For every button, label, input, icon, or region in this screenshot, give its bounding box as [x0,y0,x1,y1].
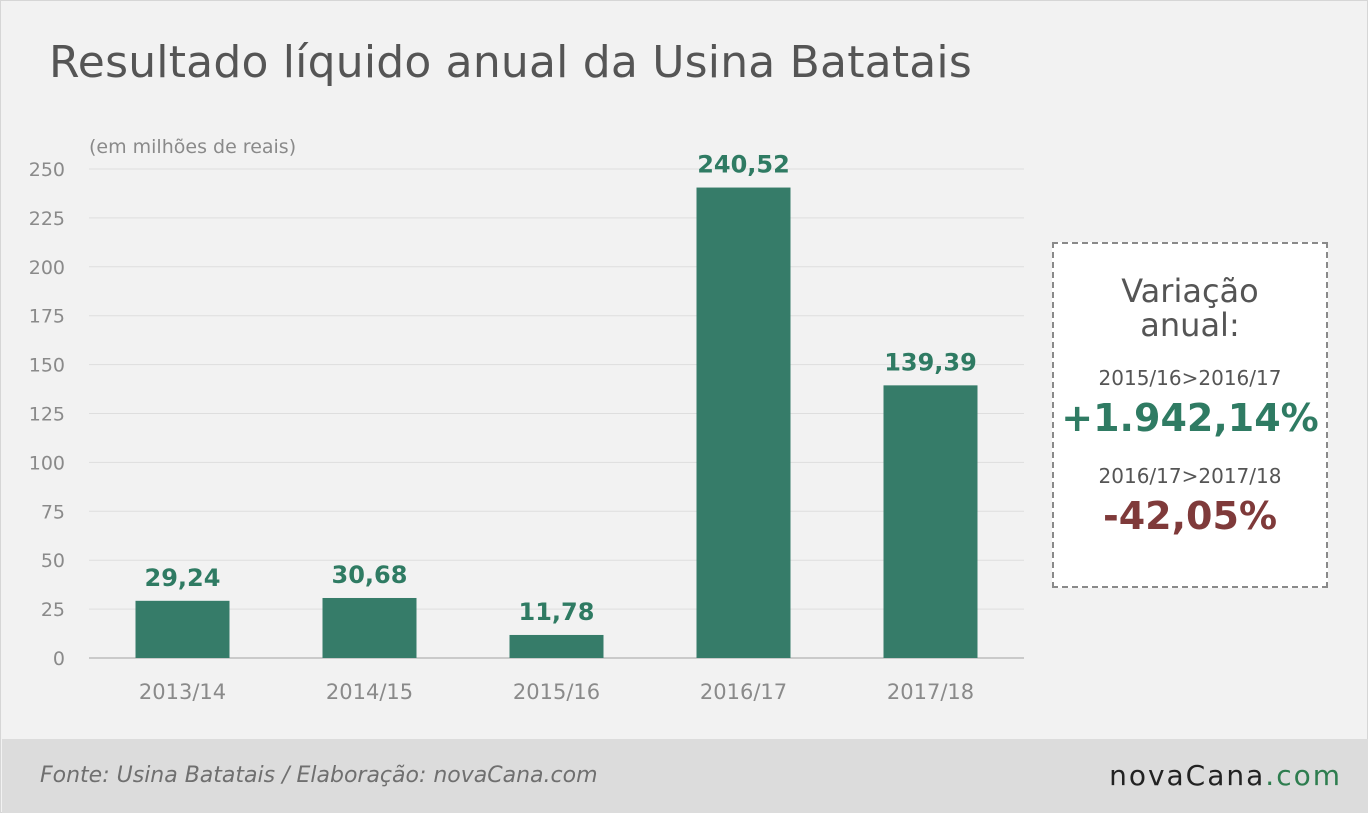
bar-value-label: 240,52 [697,151,790,179]
x-tick-label: 2016/17 [700,680,787,704]
x-tick-label: 2017/18 [887,680,974,704]
comparison-label-2: 2016/17>2017/18 [1098,464,1282,488]
footer-bar: Fonte: Usina Batatais / Elaboração: nova… [2,739,1368,813]
bar [883,385,978,658]
comparison-value-2: -42,05% [1102,494,1278,538]
bar-chart: 0 25 50 75 100 125 150 175 200 225 250 29,24 2013/14… [29,151,1024,704]
logo-name: novaCana [1109,759,1266,792]
comparison-label-1: 2015/16>2016/17 [1098,366,1282,390]
variation-panel: Variação anual: 2015/16>2016/17 +1.942,1… [1052,242,1328,588]
y-tick-label: 50 [41,550,65,572]
panel-title: Variação anual: [1054,274,1326,342]
x-tick-label: 2013/14 [139,680,226,704]
y-tick-label: 150 [29,355,65,377]
y-tick-label: 100 [29,452,65,474]
y-tick-label: 250 [29,159,65,181]
source-note: Fonte: Usina Batatais / Elaboração: nova… [40,763,598,788]
bar-value-label: 29,24 [145,564,221,592]
bar-value-label: 139,39 [884,348,977,376]
bar-value-label: 11,78 [519,598,595,626]
panel-title-line2: anual: [1140,306,1240,344]
chart-title: Resultado líquido anual da Usina Batatai… [49,37,972,88]
bar [322,597,417,658]
bar [696,187,791,658]
y-tick-label: 175 [29,306,65,328]
y-tick-label: 225 [29,208,65,230]
bar-value-label: 30,68 [332,561,408,589]
x-tick-label: 2014/15 [326,680,413,704]
bar [509,634,604,658]
x-tick-label: 2015/16 [513,680,600,704]
y-tick-label: 200 [29,257,65,279]
y-tick-label: 125 [29,404,65,426]
bar [135,600,230,658]
y-tick-label: 25 [41,599,65,621]
y-tick-label: 0 [53,648,65,670]
novacana-logo: novaCana.com [1109,759,1342,792]
y-tick-label: 75 [41,501,65,523]
comparison-value-1: +1.942,14% [1061,396,1319,440]
panel-title-line1: Variação [1121,272,1259,310]
unit-note: (em milhões de reais) [89,136,297,158]
logo-domain: .com [1265,759,1342,792]
